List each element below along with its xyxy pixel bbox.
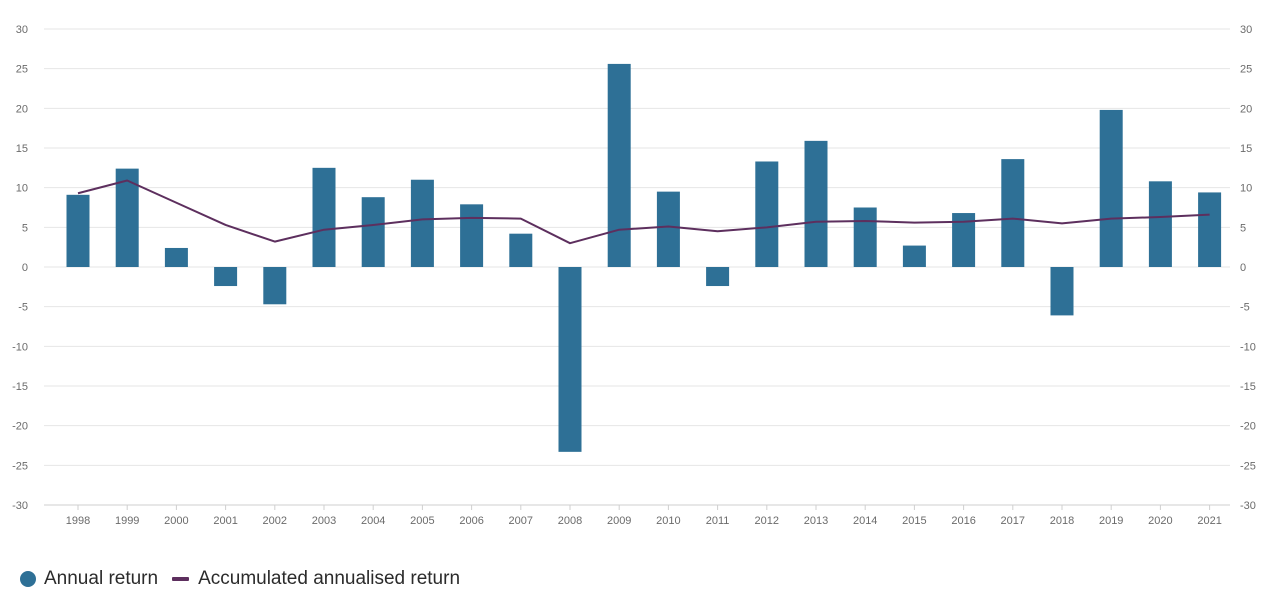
y-tick-label-right: 15 [1240, 143, 1252, 155]
bar-1998[interactable] [66, 194, 90, 267]
bar-2019[interactable] [1099, 109, 1123, 267]
x-tick-label: 2013 [804, 515, 828, 527]
bar-2008[interactable] [558, 267, 582, 452]
x-tick-label: 2016 [951, 515, 975, 527]
x-tick-label: 2003 [312, 515, 336, 527]
bar-2012[interactable] [755, 161, 779, 267]
legend-item-annual-return[interactable]: Annual return [20, 568, 158, 590]
bar-2014[interactable] [853, 207, 877, 268]
bar-2007[interactable] [509, 233, 533, 267]
x-tick-label: 2000 [164, 515, 188, 527]
x-tick-label: 2020 [1148, 515, 1172, 527]
legend-label-annual-return: Annual return [44, 568, 159, 589]
y-tick-label-right: -25 [1240, 460, 1256, 472]
y-tick-label-left: 10 [16, 183, 28, 195]
x-tick-label: 2011 [706, 515, 730, 527]
y-tick-label-left: -30 [12, 500, 28, 512]
y-tick-label-left: -10 [12, 341, 28, 353]
y-tick-label-left: -5 [18, 302, 28, 314]
bar-2013[interactable] [804, 140, 828, 267]
y-tick-label-left: 15 [16, 143, 28, 155]
x-tick-label: 2004 [361, 515, 385, 527]
bar-2016[interactable] [952, 213, 976, 267]
y-tick-label-right: 25 [1240, 64, 1252, 76]
y-tick-label-left: 0 [22, 262, 28, 274]
y-tick-label-left: -20 [12, 421, 28, 433]
legend-label-accumulated-return: Accumulated annualised return [198, 568, 461, 589]
x-tick-label: 2001 [213, 515, 237, 527]
x-tick-label: 2017 [1001, 515, 1025, 527]
legend: Annual return Accumulated annualised ret… [20, 568, 474, 590]
x-tick-label: 2007 [509, 515, 533, 527]
x-tick-label: 2008 [558, 515, 582, 527]
y-tick-label-left: 20 [16, 103, 28, 115]
bar-2011[interactable] [706, 267, 730, 287]
bar-2004[interactable] [361, 197, 385, 267]
y-tick-label-right: -30 [1240, 500, 1256, 512]
bar-series [66, 63, 1222, 452]
y-tick-label-left: -25 [12, 460, 28, 472]
bar-2021[interactable] [1198, 192, 1222, 267]
bar-2003[interactable] [312, 167, 336, 267]
y-tick-label-right: -10 [1240, 341, 1256, 353]
y-tick-label-left: -15 [12, 381, 28, 393]
y-axis-right: 30 25 20 15 10 5 0 -5 -10 -15 -20 -25 -30 [1240, 24, 1256, 512]
y-tick-label-right: -15 [1240, 381, 1256, 393]
x-tick-label: 2021 [1197, 515, 1221, 527]
y-tick-label-left: 25 [16, 64, 28, 76]
bar-2010[interactable] [656, 191, 680, 267]
bar-2017[interactable] [1001, 159, 1025, 267]
x-axis: 1998 1999 2000 2001 2002 2003 2004 2005 2006 2007… [44, 504, 1230, 527]
bar-2002[interactable] [263, 267, 287, 305]
x-tick-label: 1999 [115, 515, 139, 527]
bar-2018[interactable] [1050, 267, 1074, 316]
y-tick-label-right: 5 [1240, 222, 1246, 234]
legend-swatch-annual-return [20, 571, 36, 587]
y-tick-label-right: -5 [1240, 302, 1250, 314]
x-tick-label: 2009 [607, 515, 631, 527]
y-tick-label-right: 10 [1240, 183, 1252, 195]
y-tick-label-right: -20 [1240, 421, 1256, 433]
x-tick-label: 2005 [410, 515, 434, 527]
bar-2001[interactable] [214, 267, 238, 287]
x-tick-label: 1998 [66, 515, 90, 527]
x-tick-label: 2006 [459, 515, 483, 527]
x-tick-label: 2010 [656, 515, 680, 527]
bar-1999[interactable] [115, 168, 139, 267]
y-tick-label-right: 0 [1240, 262, 1246, 274]
bar-2006[interactable] [460, 204, 484, 267]
x-tick-label: 2018 [1050, 515, 1074, 527]
y-axis-left: 30 25 20 15 10 5 0 -5 -10 -15 -20 -25 -30 [12, 24, 28, 512]
y-tick-label-left: 5 [22, 222, 28, 234]
x-tick-label: 2002 [263, 515, 287, 527]
x-tick-label: 2019 [1099, 515, 1123, 527]
legend-item-accumulated-return[interactable]: Accumulated annualised return [172, 568, 460, 590]
y-tick-label-right: 20 [1240, 103, 1252, 115]
bar-2005[interactable] [410, 179, 434, 267]
line-series [77, 179, 1210, 245]
bar-2000[interactable] [164, 247, 188, 267]
bar-2015[interactable] [902, 245, 926, 267]
y-tick-label-left: 30 [16, 24, 28, 36]
bar-2020[interactable] [1148, 181, 1172, 267]
x-tick-label: 2012 [755, 515, 779, 527]
accumulated-return-line[interactable] [77, 179, 1210, 245]
bar-2009[interactable] [607, 63, 631, 268]
x-tick-label: 2014 [853, 515, 877, 527]
x-tick-label: 2015 [902, 515, 926, 527]
legend-swatch-accumulated-return [172, 577, 190, 581]
y-tick-label-right: 30 [1240, 24, 1252, 36]
